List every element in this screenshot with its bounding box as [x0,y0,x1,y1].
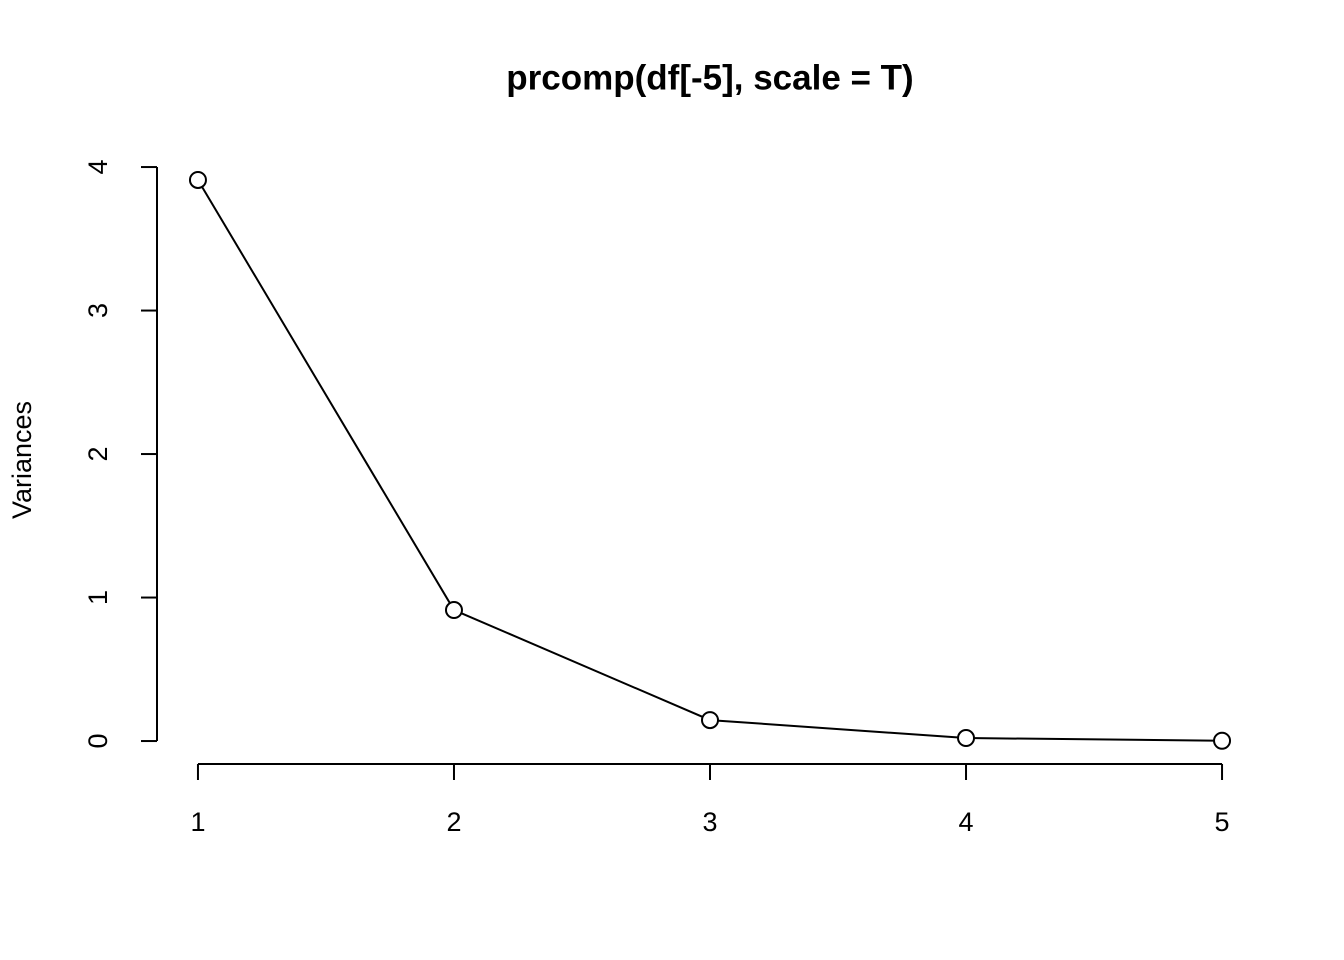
chart-title: prcomp(df[-5], scale = T) [506,58,913,97]
data-point [957,729,976,748]
y-tick-label: 1 [83,590,113,605]
data-point [701,711,719,730]
x-tick-label: 4 [959,807,974,837]
y-tick-label: 3 [83,303,113,318]
x-tick-label: 5 [1215,807,1230,837]
data-point [444,601,463,620]
y-tick-label: 2 [83,447,113,462]
y-tick-label: 4 [83,160,113,175]
x-tick-label: 3 [702,807,717,837]
data-point [188,170,207,189]
x-tick-label: 2 [446,807,461,837]
x-tick-label: 1 [190,807,205,837]
data-point [1213,731,1232,750]
y-tick-label: 0 [83,734,113,749]
data-line [197,179,1223,742]
y-axis-label: Variances [7,401,37,519]
